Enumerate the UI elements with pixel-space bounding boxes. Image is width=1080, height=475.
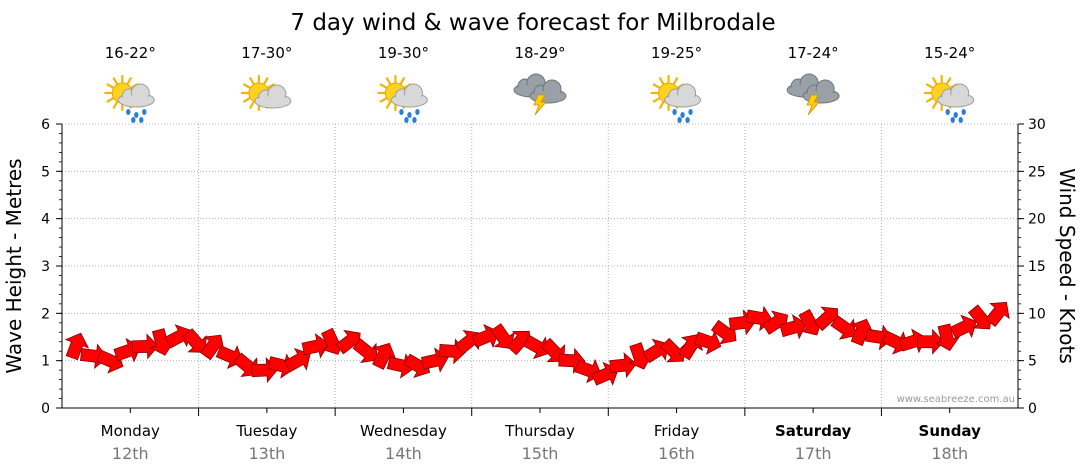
day-temperature: 19-25° — [651, 44, 702, 62]
day-date: 12th — [112, 444, 149, 463]
day-name: Wednesday — [360, 422, 447, 440]
day-name: Tuesday — [235, 422, 297, 440]
wind-arrow — [352, 338, 378, 363]
wind-arrows-series — [64, 301, 1010, 386]
left-tick-label: 1 — [41, 354, 50, 370]
wind-arrow — [917, 328, 945, 355]
storm-cloud-icon — [513, 73, 567, 116]
wind-arrow — [830, 315, 857, 340]
storm-cloud-icon — [786, 73, 840, 116]
wind-arrow — [182, 328, 208, 353]
wind-arrow — [490, 323, 515, 349]
sun-cloud-rain-icon — [377, 74, 428, 123]
day-temperature: 17-24° — [788, 44, 839, 62]
right-tick-label: 25 — [1028, 164, 1046, 180]
left-axis-label: Wave Height - Metres — [2, 158, 26, 373]
wind-arrow — [660, 337, 685, 363]
day-temperature: 15-24° — [924, 44, 975, 62]
day-temperature: 19-30° — [378, 44, 429, 62]
day-date: 13th — [248, 444, 285, 463]
wind-arrow — [131, 333, 159, 360]
credit-text: www.seabreeze.com.au — [897, 394, 1015, 405]
day-forecast-headers: 16-22° 17-30° 19-30° 18-29° 19-25° 17-24° 15-2… — [104, 44, 975, 123]
day-name: Monday — [101, 422, 160, 440]
wind-arrow — [949, 314, 977, 339]
day-date: 17th — [795, 444, 832, 463]
wind-arrow — [985, 301, 1010, 328]
sun-cloud-icon — [240, 74, 292, 112]
wind-arrow — [540, 337, 566, 363]
right-tick-label: 30 — [1028, 117, 1046, 133]
wind-arrow — [200, 334, 225, 361]
wind-arrow — [693, 330, 722, 355]
right-tick-label: 10 — [1028, 306, 1046, 322]
sun-cloud-rain-icon — [650, 74, 702, 123]
day-axis-labels: Monday 12th Tuesday 13th Wednesday 14th Thursd… — [101, 408, 981, 463]
left-tick-label: 6 — [41, 117, 50, 133]
chart-title: 7 day wind & wave forecast for Milbrodal… — [290, 10, 775, 36]
day-date: 18th — [931, 444, 968, 463]
left-tick-label: 4 — [41, 212, 50, 228]
left-tick-label: 0 — [41, 401, 50, 417]
sun-cloud-rain-icon — [923, 74, 975, 123]
wind-arrow — [934, 323, 960, 352]
day-name: Saturday — [775, 422, 852, 440]
day-date: 16th — [658, 444, 695, 463]
day-name: Friday — [654, 422, 700, 440]
day-temperature: 16-22° — [105, 44, 156, 62]
wind-arrow — [522, 334, 550, 360]
grid-lines — [62, 123, 1018, 408]
right-y-ticks: 0 5 10 15 20 25 30 — [1018, 117, 1046, 417]
right-tick-label: 20 — [1028, 212, 1046, 228]
wind-arrow — [850, 318, 875, 347]
right-tick-label: 0 — [1028, 401, 1037, 417]
left-tick-label: 5 — [41, 164, 50, 180]
day-temperature: 18-29° — [514, 44, 565, 62]
left-tick-label: 3 — [41, 259, 50, 275]
left-y-ticks: 0 1 2 3 4 5 6 — [41, 117, 62, 417]
sun-cloud-rain-icon — [104, 74, 155, 123]
wind-arrow — [283, 348, 311, 373]
left-tick-label: 2 — [41, 306, 50, 322]
day-name: Thursday — [504, 422, 575, 440]
wind-arrow — [64, 332, 90, 361]
wind-arrow — [372, 342, 397, 370]
day-date: 14th — [385, 444, 422, 463]
wind-arrow — [609, 352, 637, 379]
day-date: 15th — [522, 444, 559, 463]
right-axis-label: Wind Speed - Knots — [1055, 168, 1079, 364]
day-name: Sunday — [919, 422, 982, 440]
day-temperature: 17-30° — [241, 44, 292, 62]
right-tick-label: 5 — [1028, 354, 1037, 370]
right-tick-label: 15 — [1028, 259, 1046, 275]
